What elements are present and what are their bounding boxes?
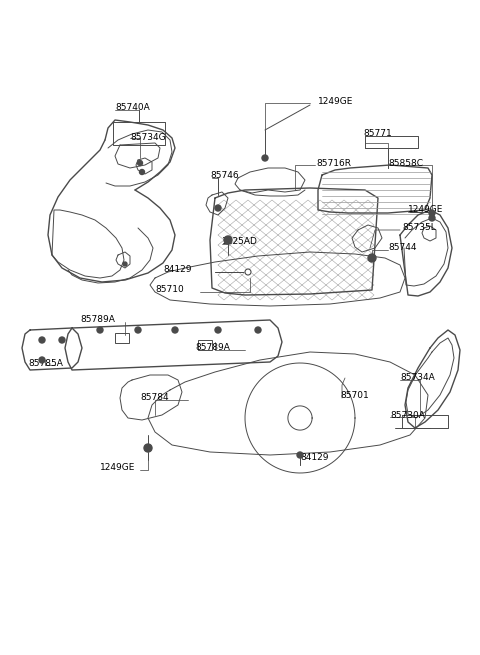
Circle shape [137,160,143,166]
Circle shape [297,452,303,458]
Text: 85785A: 85785A [28,358,63,367]
Circle shape [245,269,251,275]
Bar [198,340,212,350]
Circle shape [429,215,435,221]
Circle shape [97,327,103,333]
Text: 85716R: 85716R [316,159,351,168]
Circle shape [262,155,268,161]
Circle shape [135,327,141,333]
Circle shape [429,210,435,216]
Circle shape [172,327,178,333]
Circle shape [255,327,261,333]
Text: 85789A: 85789A [195,343,230,352]
Circle shape [215,205,221,211]
Circle shape [39,337,45,343]
Bar [115,333,129,343]
Text: 85701: 85701 [340,392,369,400]
Text: 85744: 85744 [388,244,417,252]
Text: 85735L: 85735L [402,223,436,233]
Text: 85784: 85784 [140,394,168,403]
Text: 85734A: 85734A [400,373,435,383]
Text: 1249GE: 1249GE [408,206,444,214]
Circle shape [215,327,221,333]
Circle shape [144,444,152,452]
Text: 85789A: 85789A [80,316,115,324]
Circle shape [123,262,127,266]
Text: 85710: 85710 [155,286,184,295]
Text: 85771: 85771 [363,128,392,138]
Circle shape [140,170,144,174]
Text: 1249GE: 1249GE [100,464,135,472]
Text: 1125AD: 1125AD [222,238,258,246]
Circle shape [59,337,65,343]
Text: 85740A: 85740A [115,103,150,113]
Text: 1249GE: 1249GE [318,96,353,105]
Circle shape [368,254,376,262]
Text: 85730A: 85730A [390,411,425,419]
Circle shape [224,236,232,244]
Text: 84129: 84129 [300,453,328,462]
Text: 85734G: 85734G [130,134,166,143]
Text: 85746: 85746 [210,170,239,179]
Text: 85858C: 85858C [388,159,423,168]
Text: 84129: 84129 [163,265,192,274]
Circle shape [39,357,45,363]
